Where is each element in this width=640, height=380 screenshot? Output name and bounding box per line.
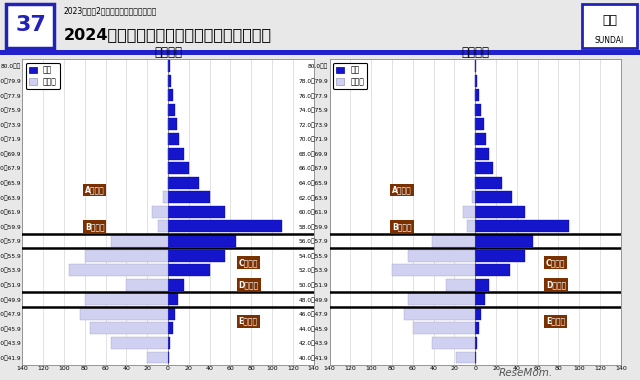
Bar <box>168 75 171 87</box>
Bar <box>111 337 168 349</box>
Bar <box>90 322 168 334</box>
Bar <box>69 264 168 276</box>
Bar <box>163 191 168 203</box>
FancyBboxPatch shape <box>582 5 637 49</box>
Bar <box>475 89 479 101</box>
Bar <box>475 250 525 261</box>
Title: ＜現役＞: ＜現役＞ <box>461 46 489 59</box>
Bar <box>475 322 479 334</box>
Text: ReseMom.: ReseMom. <box>499 368 554 378</box>
Text: 2023年度第2回東大入試実戦模試受験者: 2023年度第2回東大入試実戦模試受験者 <box>64 6 157 16</box>
Bar <box>111 235 168 247</box>
Text: Dゾーン: Dゾーン <box>239 280 259 289</box>
Bar <box>168 235 236 247</box>
FancyBboxPatch shape <box>6 5 54 49</box>
Bar <box>85 250 168 261</box>
Text: Bゾーン: Bゾーン <box>392 222 412 231</box>
Bar <box>85 293 168 305</box>
Legend: 合格, 不合格: 合格, 不合格 <box>333 63 367 89</box>
Bar <box>168 352 169 364</box>
Bar <box>168 293 179 305</box>
Text: 37: 37 <box>15 15 46 35</box>
Bar <box>475 104 481 116</box>
Bar <box>168 337 170 349</box>
Text: 2024年度　東大入試合否状况【理科一類】: 2024年度 東大入試合否状况【理科一類】 <box>64 27 272 42</box>
Bar <box>475 337 477 349</box>
Text: SUNDAI: SUNDAI <box>595 36 624 45</box>
Bar <box>168 104 175 116</box>
Bar <box>475 264 509 276</box>
Bar <box>168 250 225 261</box>
Text: Bゾーン: Bゾーン <box>85 222 104 231</box>
Bar <box>147 352 168 364</box>
Bar <box>475 293 484 305</box>
Bar <box>168 279 184 291</box>
Bar <box>475 177 502 189</box>
Bar <box>475 308 481 320</box>
Text: Eゾーン: Eゾーン <box>239 317 258 326</box>
Bar <box>168 60 170 72</box>
Bar <box>168 147 184 160</box>
Bar <box>168 133 179 145</box>
Bar <box>168 308 175 320</box>
Bar <box>475 279 489 291</box>
Bar <box>463 206 475 218</box>
Bar <box>475 60 476 72</box>
Bar <box>0 50 640 55</box>
Bar <box>446 279 475 291</box>
Bar <box>79 308 168 320</box>
Title: ＜全体＞: ＜全体＞ <box>154 46 182 59</box>
Bar <box>475 75 477 87</box>
Bar <box>475 191 511 203</box>
Bar <box>475 133 486 145</box>
Bar <box>475 147 489 160</box>
Bar <box>475 352 476 364</box>
Bar <box>168 89 173 101</box>
Text: Cゾーン: Cゾーン <box>239 258 258 268</box>
Bar <box>408 250 475 261</box>
Bar <box>168 206 225 218</box>
Bar <box>168 322 173 334</box>
Bar <box>127 279 168 291</box>
Bar <box>152 206 168 218</box>
Text: 駅台: 駅台 <box>602 14 617 27</box>
Bar <box>168 191 210 203</box>
Legend: 合格, 不合格: 合格, 不合格 <box>26 63 60 89</box>
Text: Aゾーン: Aゾーン <box>392 185 412 195</box>
Text: Dゾーン: Dゾーン <box>546 280 566 289</box>
Bar <box>408 293 475 305</box>
Text: Cゾーン: Cゾーン <box>546 258 565 268</box>
Bar <box>431 235 475 247</box>
Text: Eゾーン: Eゾーン <box>546 317 565 326</box>
Bar <box>456 352 475 364</box>
Bar <box>475 235 533 247</box>
Bar <box>467 220 475 233</box>
Bar <box>168 264 210 276</box>
Text: Aゾーン: Aゾーン <box>85 185 104 195</box>
Bar <box>392 264 475 276</box>
Bar <box>472 191 475 203</box>
Bar <box>168 119 177 130</box>
Bar <box>475 162 493 174</box>
Bar <box>157 220 168 233</box>
Bar <box>413 322 475 334</box>
Bar <box>475 220 569 233</box>
Bar <box>168 162 189 174</box>
Bar <box>168 177 199 189</box>
Bar <box>475 119 484 130</box>
Bar <box>404 308 475 320</box>
Bar <box>475 206 525 218</box>
Bar <box>168 220 282 233</box>
Bar <box>431 337 475 349</box>
